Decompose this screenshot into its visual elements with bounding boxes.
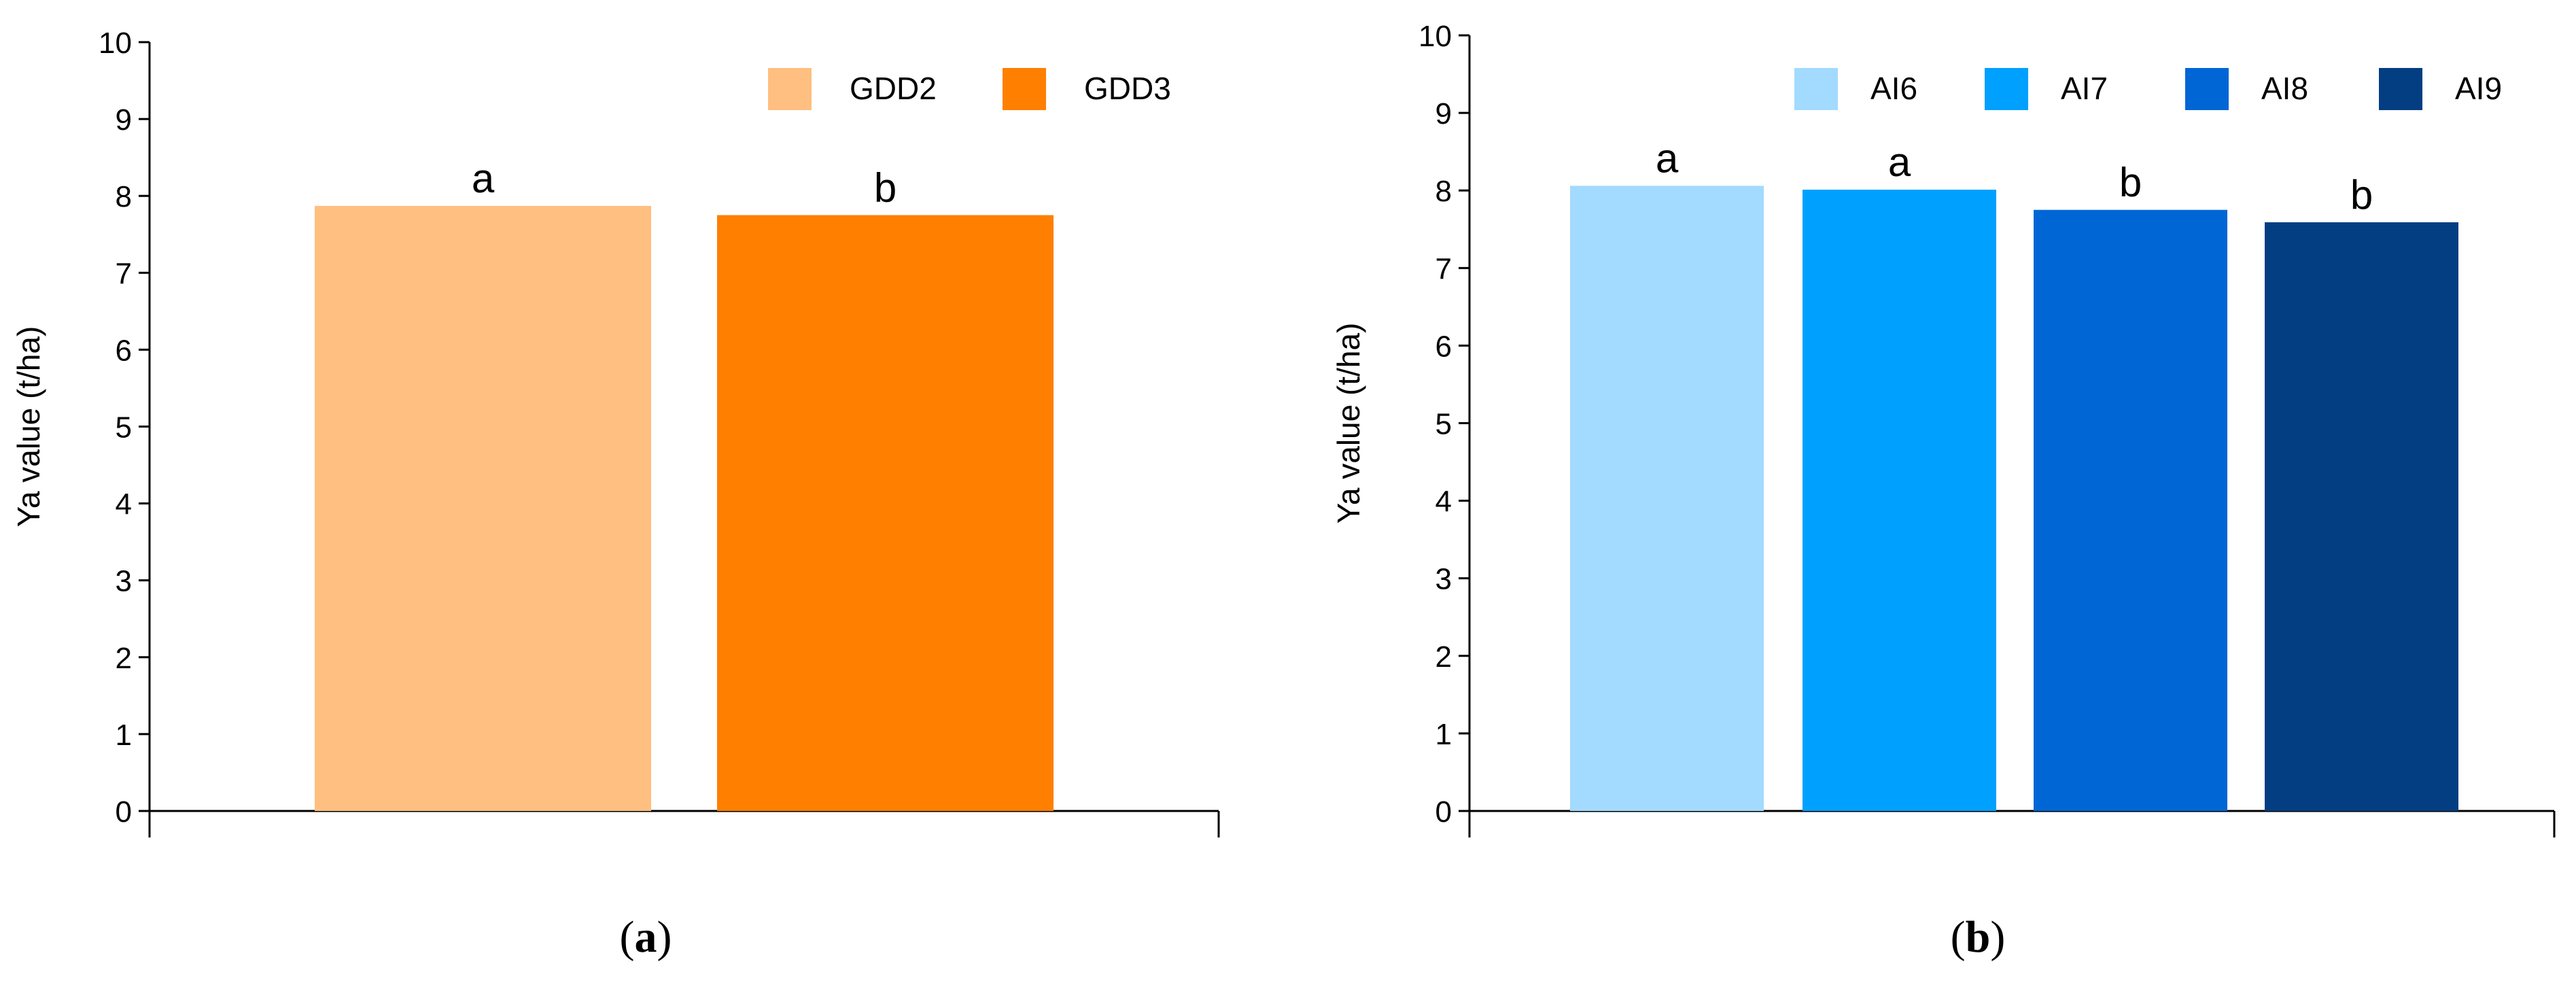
legend-swatch [1794, 68, 1838, 110]
y-tick-label: 1 [1435, 718, 1452, 751]
significance-letter: a [1656, 135, 1679, 181]
y-tick-label: 2 [116, 642, 132, 675]
legend-swatch [1985, 68, 2028, 110]
significance-letter: b [874, 165, 897, 210]
y-tick-label: 4 [116, 488, 132, 521]
legend-swatch [1003, 68, 1046, 110]
legend-label: GDD2 [850, 71, 937, 106]
bar-ai8 [2034, 209, 2227, 812]
y-tick-label: 4 [1435, 485, 1452, 519]
y-tick-label: 0 [116, 795, 132, 829]
significance-letter: a [1888, 139, 1911, 185]
y-tick-label: 6 [116, 334, 132, 367]
panel-a-chart: 0 1 2 3 4 5 6 7 8 9 10 Ya value (t/ha) a b GDD2 GDD3 (a) [11, 27, 1220, 962]
bar-gdd3 [717, 215, 1054, 812]
legend-swatch [768, 68, 812, 110]
y-axis-title: Ya value (t/ha) [11, 326, 46, 528]
y-tick-label: 8 [116, 180, 132, 213]
bar-gdd2 [315, 205, 651, 811]
y-tick-label: 1 [116, 719, 132, 752]
y-axis-title: Ya value (t/ha) [1331, 323, 1366, 524]
y-tick-label: 6 [1435, 330, 1452, 363]
y-tick-label: 5 [116, 411, 132, 445]
significance-letter: a [472, 156, 495, 201]
legend-swatch [2379, 68, 2422, 110]
panel-caption: (b) [1951, 912, 2006, 962]
y-tick-label: 0 [1435, 795, 1452, 829]
y-tick-label: 10 [99, 27, 132, 60]
bar-ai9 [2265, 222, 2458, 812]
y-tick-label: 8 [1435, 175, 1452, 208]
y-tick-label: 7 [116, 257, 132, 290]
legend-label: GDD3 [1084, 71, 1171, 106]
panel-b-chart: 0 1 2 3 4 5 6 7 8 9 10 Ya value (t/ha) a a b b AI6 AI7 AI8… [1331, 20, 2556, 962]
y-tick-label: 10 [1418, 20, 1452, 53]
y-tick-label: 3 [1435, 563, 1452, 596]
significance-letter: b [2350, 172, 2373, 218]
y-tick-label: 5 [1435, 408, 1452, 441]
y-tick-label: 3 [116, 565, 132, 598]
bar-ai7 [1803, 190, 1996, 812]
y-tick-label: 2 [1435, 640, 1452, 674]
legend-label: AI7 [2061, 71, 2108, 106]
legend-label: AI6 [1870, 71, 1917, 106]
legend-swatch [2185, 68, 2229, 110]
legend-label: AI9 [2455, 71, 2502, 106]
y-tick-label: 9 [116, 103, 132, 137]
legend-label: AI8 [2261, 71, 2308, 106]
significance-letter: b [2119, 160, 2142, 205]
y-tick-label: 9 [1435, 97, 1452, 131]
panel-caption: (a) [620, 912, 672, 962]
y-tick-label: 7 [1435, 252, 1452, 286]
bar-ai6 [1570, 186, 1764, 811]
